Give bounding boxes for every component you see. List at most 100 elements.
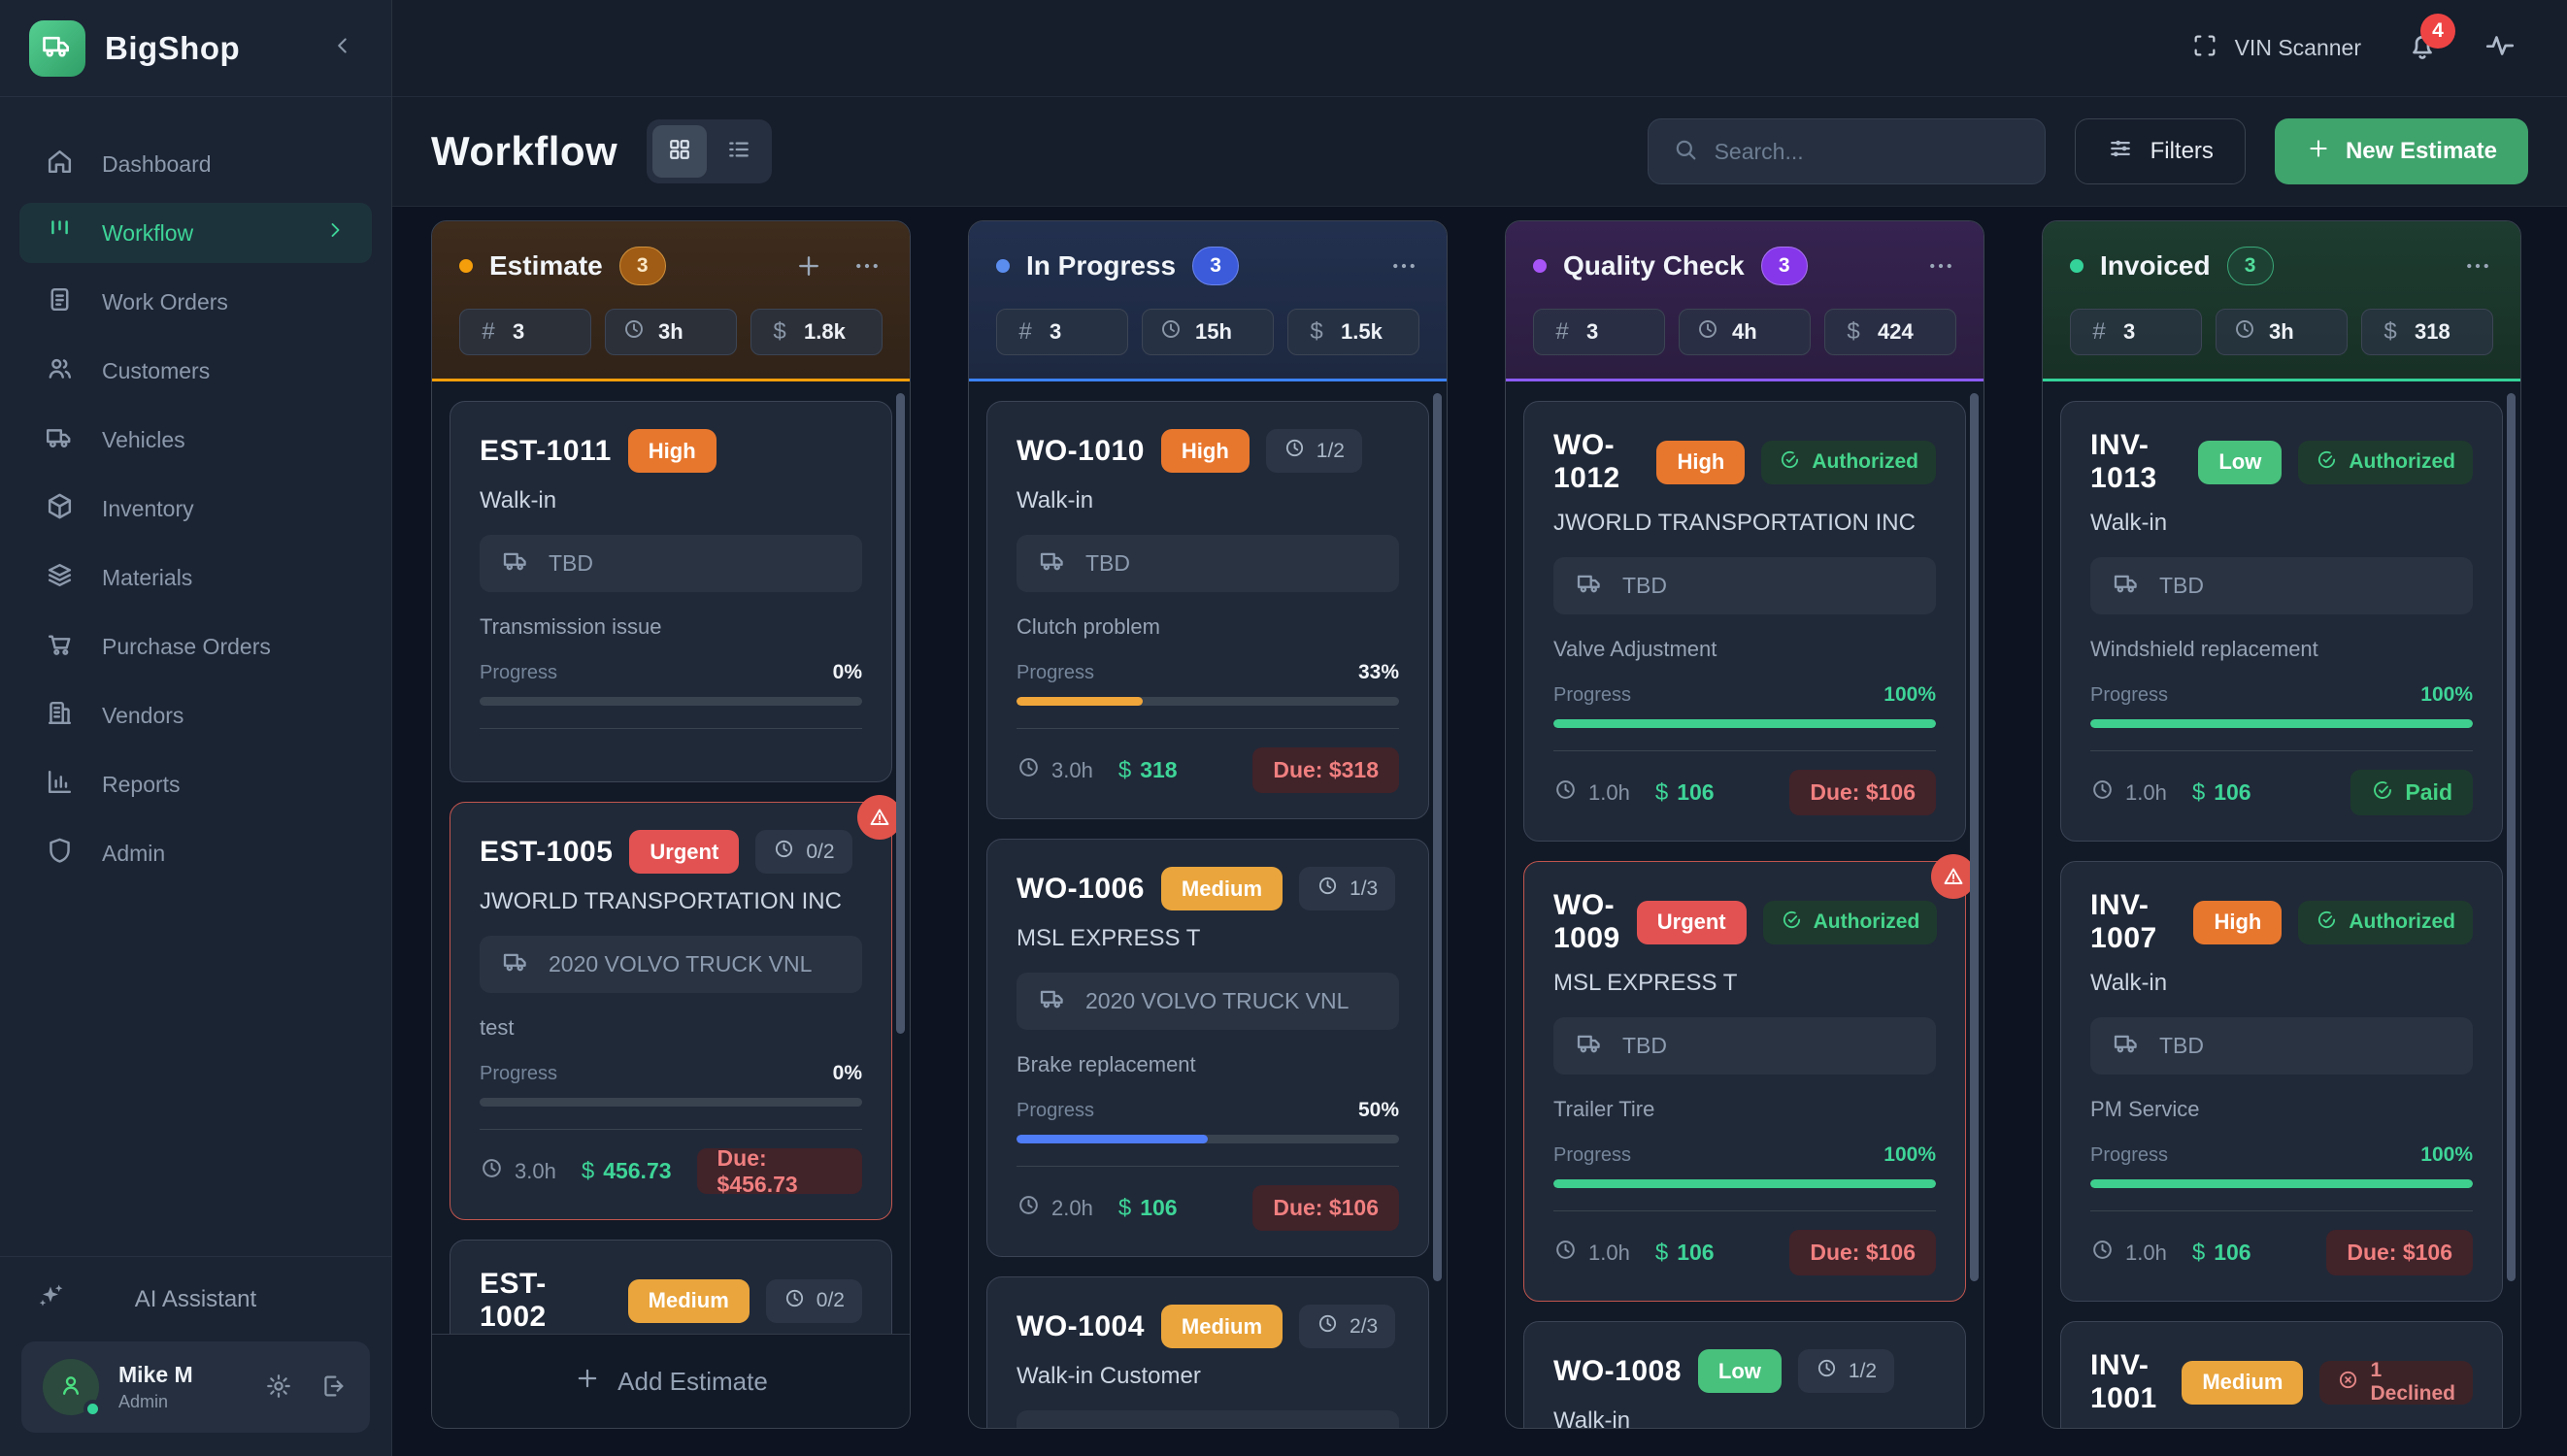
sidebar-item-label: Work Orders [102, 288, 228, 314]
dollar-icon: $ [1654, 778, 1669, 806]
app-logo [29, 19, 85, 77]
app-title: BigShop [105, 29, 241, 66]
progress-bar [480, 1098, 862, 1108]
progress-bar [2090, 719, 2473, 729]
card-WO-1004[interactable]: WO-1004 Medium 2/3 Walk-in Customer 2020 VOL… [986, 1276, 1429, 1428]
users-icon [45, 353, 75, 389]
column-scrollbar[interactable] [896, 393, 905, 1034]
sidebar-item-label: Dashboard [102, 150, 212, 177]
search-input[interactable] [1714, 138, 2021, 165]
sidebar-item-dashboard[interactable]: Dashboard [19, 134, 372, 194]
priority-badge: Low [1697, 1349, 1782, 1394]
progress-bar [1017, 1135, 1399, 1144]
progress-row: Progress 0% [480, 661, 862, 684]
progress-percent: 50% [1357, 1099, 1399, 1122]
column-scrollbar[interactable] [1433, 393, 1442, 1281]
card-id: INV-1001 [2090, 1349, 2157, 1415]
user-role: Admin [118, 1392, 169, 1411]
ai-assistant-label: AI Assistant [134, 1285, 257, 1312]
clock-icon [1553, 1238, 1578, 1268]
card-amount: $456.73 [581, 1157, 672, 1184]
card-hours: 1.0h [2090, 1238, 2167, 1268]
check-circle-icon [1779, 448, 1801, 477]
vehicle-chip: 2020 VOLVO TRUCK VNL [480, 936, 862, 994]
card-EST-1011[interactable]: EST-1011 High Walk-in TBD Transmission issue… [450, 401, 892, 783]
notifications-button[interactable]: 4 [2406, 14, 2455, 67]
truck-icon [502, 546, 530, 580]
due-badge: Due: $456.73 [696, 1145, 862, 1197]
user-card[interactable]: Mike M Admin [21, 1341, 370, 1433]
ai-assistant-button[interactable]: AI Assistant [0, 1256, 391, 1341]
column-menu-icon[interactable] [1925, 250, 1956, 281]
card-WO-1012[interactable]: WO-1012 High Authorized JWORLD TRANSPORTATI… [1523, 401, 1966, 843]
card-INV-1007[interactable]: INV-1007 High Authorized Walk-in TBD PM Servi… [2060, 861, 2503, 1303]
card-EST-1005[interactable]: EST-1005 Urgent 0/2 JWORLD TRANSPORTATION I… [450, 795, 902, 1221]
stat-count: #3 [1533, 309, 1665, 355]
card-description: Brake replacement [1017, 1052, 1196, 1077]
kanban-board: Estimate 3 #3 3h $1.8k EST-1011 High Walk-in TBD… [392, 207, 2567, 1456]
card-header: EST-1011 High [480, 429, 862, 473]
card-footer: 3.0h $456.73 Due: $456.73 [480, 1145, 862, 1197]
card-INV-1013[interactable]: INV-1013 Low Authorized Walk-in TBD Windshiel… [2060, 401, 2503, 843]
card-customer: JWORLD TRANSPORTATION INC [480, 888, 842, 915]
column-title: In Progress [1026, 250, 1177, 281]
progress-percent: 0% [832, 1062, 862, 1085]
grid-view-button[interactable] [652, 125, 708, 178]
column-menu-icon[interactable] [1388, 250, 1419, 281]
progress-percent: 100% [2420, 683, 2473, 707]
add-card-icon[interactable] [793, 250, 824, 281]
sidebar-item-vehicles[interactable]: Vehicles [19, 410, 372, 470]
vin-scanner-button[interactable]: VIN Scanner [2191, 32, 2361, 65]
column-scrollbar[interactable] [2507, 393, 2516, 1281]
card-id: WO-1006 [1017, 872, 1145, 905]
sidebar-item-admin[interactable]: Admin [19, 823, 372, 883]
chevron-left-icon [330, 33, 355, 63]
settings-gear-icon[interactable] [265, 1373, 294, 1402]
sidebar-item-workflow[interactable]: Workflow [19, 203, 372, 263]
stat-hours: 4h [1679, 309, 1811, 355]
column-count-badge: 3 [618, 247, 666, 285]
sidebar-item-work-orders[interactable]: Work Orders [19, 272, 372, 332]
card-WO-1008[interactable]: WO-1008Low1/2Walk-inTBDInspectionProgres… [1523, 1321, 1966, 1428]
alert-triangle-icon [857, 795, 902, 841]
card-customer: MSL EXPRESS T [1017, 925, 1201, 952]
online-status-dot [83, 1400, 102, 1418]
user-meta: Mike M Admin [118, 1362, 246, 1412]
card-description: Transmission issue [480, 614, 662, 639]
truck-icon [1576, 569, 1604, 603]
stat-count: #3 [996, 309, 1128, 355]
progress-row: Progress 100% [2090, 1143, 2473, 1167]
vehicle-chip: TBD [1553, 557, 1936, 614]
sidebar-item-reports[interactable]: Reports [19, 754, 372, 814]
truck-icon [2113, 1029, 2141, 1063]
add-estimate-button[interactable]: Add Estimate [432, 1334, 910, 1428]
logout-icon[interactable] [319, 1373, 349, 1402]
activity-button[interactable] [2484, 29, 2517, 67]
card-header: WO-1010 High 1/2 [1017, 429, 1399, 473]
card-footer: 1.0h $106 Due: $106 [2090, 1230, 2473, 1276]
column-menu-icon[interactable] [851, 250, 883, 281]
column-scrollbar[interactable] [1970, 393, 1979, 1281]
sidebar-item-purchase-orders[interactable]: Purchase Orders [19, 616, 372, 677]
new-estimate-button[interactable]: New Estimate [2274, 118, 2528, 184]
card-WO-1010[interactable]: WO-1010 High 1/2 Walk-in TBD Clutch problem Pr… [986, 401, 1429, 820]
filters-button[interactable]: Filters [2074, 118, 2246, 184]
card-WO-1006[interactable]: WO-1006 Medium 1/3 MSL EXPRESS T 2020 VOLVO … [986, 839, 1429, 1258]
sidebar-item-inventory[interactable]: Inventory [19, 479, 372, 539]
sidebar-item-customers[interactable]: Customers [19, 341, 372, 401]
priority-badge: High [2193, 900, 2283, 944]
column-cards: WO-1012 High Authorized JWORLD TRANSPORTATI… [1506, 381, 1984, 1428]
sidebar-item-materials[interactable]: Materials [19, 547, 372, 608]
notification-count-badge: 4 [2420, 14, 2455, 49]
card-header: WO-1004 Medium 2/3 [1017, 1305, 1399, 1349]
list-view-button[interactable] [712, 125, 766, 178]
progress-row: Progress 50% [1017, 1099, 1399, 1122]
sidebar-collapse-button[interactable] [323, 29, 362, 68]
sidebar-item-vendors[interactable]: Vendors [19, 685, 372, 745]
sidebar: BigShop Dashboard Workflow Work Orders Cust… [0, 0, 392, 1456]
card-WO-1009[interactable]: WO-1009 Urgent Authorized MSL EXPRESS T TBD T… [1523, 854, 1976, 1303]
column-menu-icon[interactable] [2462, 250, 2493, 281]
progress-bar [480, 697, 862, 707]
